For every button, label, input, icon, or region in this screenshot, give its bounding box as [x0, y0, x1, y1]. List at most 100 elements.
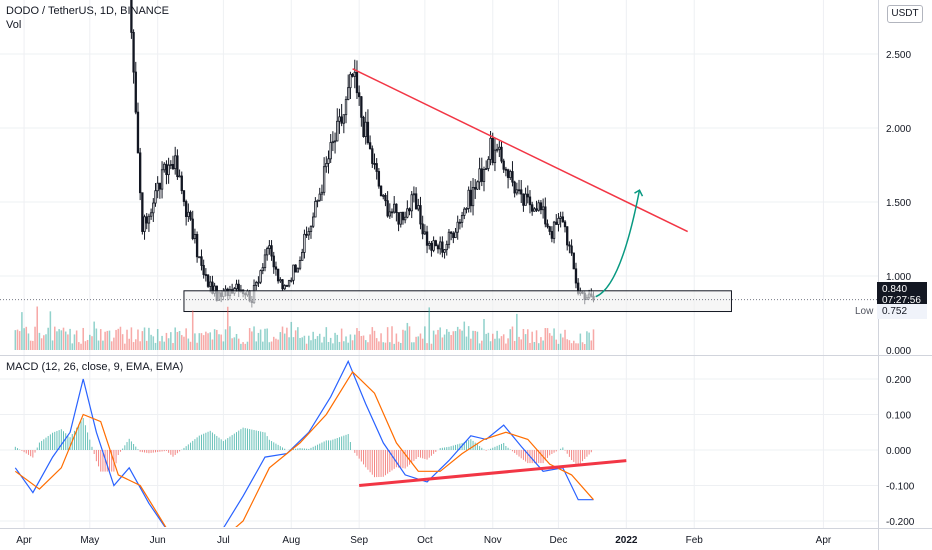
volume-bar [176, 331, 179, 350]
volume-bar [450, 335, 452, 350]
volume-bar [198, 333, 201, 350]
candle-body [279, 279, 282, 282]
candle-body [379, 185, 383, 197]
volume-bar [301, 337, 303, 350]
volume-bar [110, 341, 113, 350]
volume-bar [262, 341, 264, 350]
candle-body [471, 187, 475, 207]
candle-body [193, 234, 197, 240]
candle-body [283, 285, 286, 290]
currency-badge[interactable]: USDT [887, 5, 923, 23]
volume-bar [115, 329, 117, 350]
candle-body [160, 169, 164, 190]
candle-body [495, 148, 499, 151]
volume-bar [29, 340, 32, 350]
volume-bar [467, 326, 470, 350]
macd-axis-tick: -0.200 [886, 517, 915, 528]
volume-bar [533, 341, 536, 350]
volume-bar [84, 341, 87, 350]
volume-bar [126, 329, 128, 350]
candle-body [163, 163, 166, 171]
volume-bar [38, 332, 41, 350]
candle-body [314, 201, 317, 218]
volume-bar [135, 339, 137, 350]
volume-bar [415, 336, 417, 350]
candle-body [417, 205, 420, 210]
volume-bar [235, 333, 238, 350]
candle-body [456, 221, 459, 233]
candle-body [460, 214, 464, 223]
volume-bar [220, 334, 222, 350]
volume-bar [520, 339, 522, 350]
macd-indicator-label[interactable]: MACD (12, 26, close, 9, EMA, EMA) [6, 361, 184, 373]
candle-body [274, 266, 278, 270]
candle-body [307, 231, 310, 236]
candle-body [434, 240, 437, 247]
volume-bar [358, 331, 360, 350]
volume-bar [439, 327, 441, 350]
volume-bar [481, 340, 483, 350]
volume-bar [246, 341, 249, 350]
symbol-header[interactable]: DODO / TetherUS, 1D, BINANCE [6, 5, 170, 17]
volume-bar [529, 342, 531, 350]
volume-bar [67, 334, 69, 350]
candle-body [498, 146, 501, 150]
candle-body [235, 283, 238, 290]
volume-bar [161, 335, 163, 350]
volume-bar [299, 337, 301, 350]
volume-bar [226, 306, 229, 350]
volume-bar [413, 342, 415, 350]
volume-bar [485, 333, 487, 350]
candle-body [436, 245, 440, 250]
volume-bar [224, 329, 227, 350]
volume-bar [196, 342, 198, 350]
volume-bar [27, 333, 30, 350]
arrow-head-icon [634, 189, 644, 197]
candle-body [533, 208, 536, 212]
candle-body [414, 193, 418, 210]
time-axis-tick: Apr [816, 535, 832, 546]
candle-body [390, 211, 394, 214]
candle-body [557, 217, 560, 225]
volume-bar [89, 334, 91, 350]
volume-bar [143, 327, 146, 350]
volume-bar [443, 334, 446, 350]
candle-body [134, 71, 137, 113]
candle-body [474, 187, 477, 190]
candle-body [340, 116, 343, 124]
candle-body [182, 190, 186, 202]
volume-bar [290, 321, 293, 350]
candle-body [493, 149, 497, 164]
volume-bar [498, 338, 501, 350]
volume-bar [95, 328, 98, 350]
candle-body [469, 189, 473, 207]
volume-bar [364, 340, 367, 350]
candle-body [520, 189, 523, 195]
candle-body [158, 182, 162, 190]
volume-bar [362, 335, 365, 350]
candle-body [544, 206, 547, 225]
volume-bar [213, 329, 216, 350]
time-axis-tick: Nov [484, 535, 502, 546]
volume-bar [592, 329, 595, 350]
volume-bar [141, 331, 144, 350]
time-axis-tick: Apr [16, 535, 32, 546]
volume-bar [189, 341, 192, 350]
last-price-value: 0.840 [882, 284, 908, 295]
candle-body [539, 202, 543, 211]
volume-bar [310, 340, 312, 350]
volume-bar [172, 343, 174, 350]
support-box [183, 290, 732, 313]
candle-body [130, 0, 133, 33]
price-chart[interactable] [0, 0, 878, 313]
candle-body [515, 189, 519, 194]
candle-body [535, 208, 538, 211]
candle-body [322, 166, 326, 193]
macd-panel[interactable] [14, 359, 627, 549]
candle-body [331, 141, 335, 144]
candle-body [513, 181, 516, 194]
candle-body [421, 223, 424, 235]
volume-bar [314, 338, 317, 350]
